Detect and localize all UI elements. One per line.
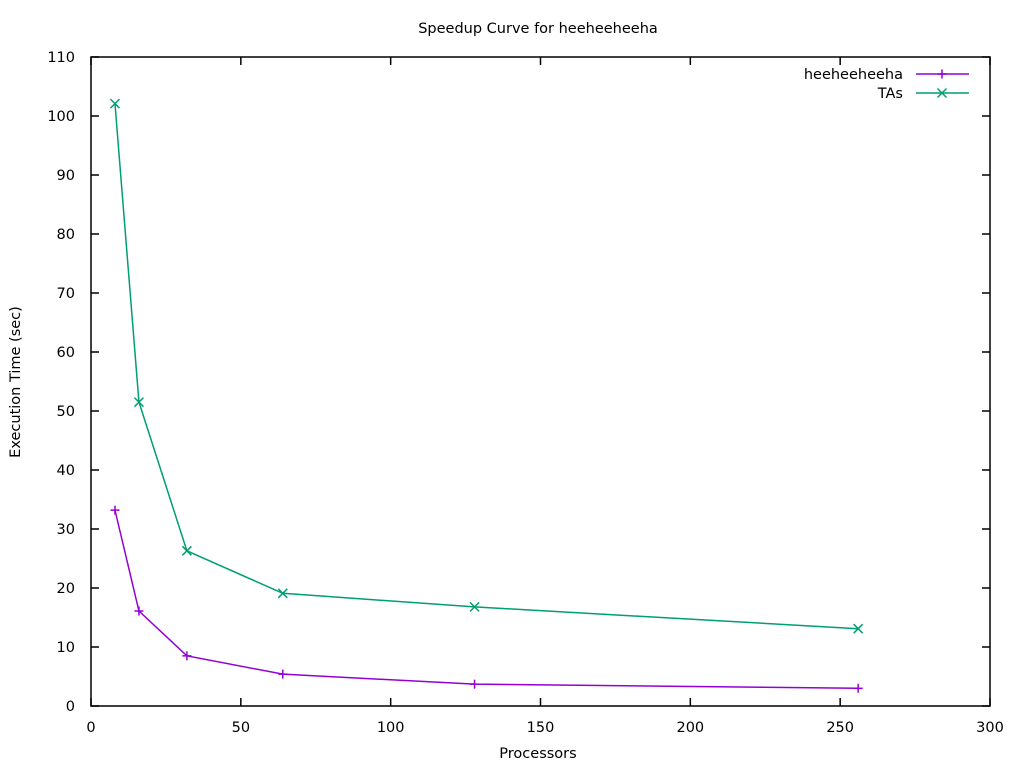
series-line xyxy=(114,509,859,690)
x-tick-label: 0 xyxy=(86,720,95,736)
x-tick-label: 200 xyxy=(676,720,704,736)
legend-label: heeheeheeha xyxy=(804,67,903,83)
data-point xyxy=(133,397,144,408)
x-axis-label: Processors xyxy=(499,746,576,762)
y-tick-label: 40 xyxy=(57,463,75,479)
data-point xyxy=(853,683,863,693)
legend: heeheeheeha TAs xyxy=(804,67,969,102)
data-point xyxy=(853,623,864,634)
legend-label: TAs xyxy=(877,86,903,102)
y-axis-label: Execution Time (sec) xyxy=(8,306,24,458)
y-tick-label: 90 xyxy=(57,168,75,184)
x-tick-label: 150 xyxy=(527,720,555,736)
series-line xyxy=(114,103,859,630)
x-tick-label: 300 xyxy=(976,720,1004,736)
cross-marker-b xyxy=(469,601,480,612)
data-point xyxy=(134,606,144,616)
y-tick-label: 80 xyxy=(57,227,75,243)
y-tick-label: 100 xyxy=(47,109,75,125)
data-point xyxy=(181,545,192,556)
series-layer xyxy=(109,98,864,693)
cross-marker-b xyxy=(181,545,192,556)
legend-marker xyxy=(937,69,947,79)
data-point xyxy=(110,505,120,515)
series-2 xyxy=(109,98,864,634)
cross-marker-b xyxy=(277,588,288,599)
y-tick-label: 70 xyxy=(57,286,75,302)
plot-frame xyxy=(90,56,991,707)
data-point xyxy=(470,679,480,689)
y-tick-label: 60 xyxy=(57,345,75,361)
data-point xyxy=(278,669,288,679)
data-point xyxy=(469,601,480,612)
data-point xyxy=(277,588,288,599)
y-tick-label: 0 xyxy=(66,699,75,715)
x-tick-label: 250 xyxy=(826,720,854,736)
chart-title: Speedup Curve for heeheeheeha xyxy=(418,21,658,37)
cross-marker-b xyxy=(936,87,948,99)
y-tick-label: 30 xyxy=(57,522,75,538)
axis-tick-labels: 0 50 100 150 200 250 300 0 10 20 30 40 50 60 70 80 90 100… xyxy=(47,50,1004,736)
cross-marker-b xyxy=(109,98,121,109)
data-point xyxy=(182,651,192,661)
legend-marker xyxy=(936,87,948,99)
y-tick-label: 50 xyxy=(57,404,75,420)
cross-marker-b xyxy=(133,397,144,408)
axis-ticks xyxy=(90,56,991,707)
y-tick-label: 10 xyxy=(57,640,75,656)
x-tick-label: 100 xyxy=(377,720,405,736)
cross-marker-b xyxy=(853,623,864,634)
y-tick-label: 20 xyxy=(57,581,75,597)
data-point xyxy=(109,98,121,109)
y-tick-label: 110 xyxy=(47,50,75,66)
series-1 xyxy=(110,505,863,693)
x-tick-label: 50 xyxy=(232,720,250,736)
